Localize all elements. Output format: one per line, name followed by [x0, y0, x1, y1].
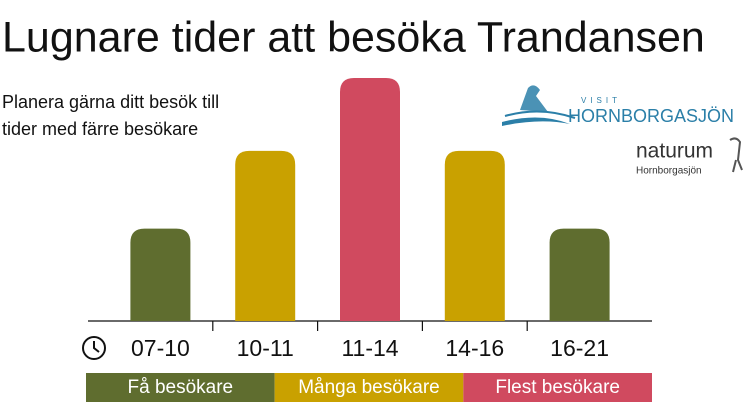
legend-label: Flest besökare — [495, 377, 620, 398]
logo-bird — [729, 137, 743, 173]
legend-swatch — [463, 373, 652, 402]
logo-text: VISIT — [581, 96, 621, 105]
clock-face — [82, 336, 106, 360]
bar — [549, 228, 610, 321]
x-tick-label: 11-14 — [341, 335, 398, 361]
clock-icon — [82, 336, 106, 360]
bar — [340, 78, 400, 321]
bar — [130, 228, 191, 321]
logo-text: HORNBORGASJÖN — [568, 106, 734, 126]
x-tick-label: 14-16 — [445, 335, 504, 361]
chart-title: Lugnare tider att besöka Trandansen — [2, 13, 705, 61]
clock-hands — [93, 341, 100, 353]
logo-wave — [502, 117, 570, 126]
logo-wave — [504, 110, 576, 119]
legend-label: Få besökare — [128, 377, 234, 398]
logo-naturum: naturum Hornborgasjön — [636, 137, 743, 177]
logo-text: naturum — [636, 140, 713, 163]
legend-swatch — [86, 373, 275, 402]
bar — [444, 150, 505, 321]
subtitle: Planera gärna ditt besök till — [2, 92, 219, 112]
x-tick-label: 07-10 — [131, 335, 190, 361]
bar — [235, 150, 296, 321]
x-tick-label: 16-21 — [550, 335, 609, 361]
logo-text: Hornborgasjön — [636, 166, 702, 177]
legend-label: Många besökare — [298, 377, 440, 398]
logo-bird — [520, 85, 548, 112]
subtitle: tider med färre besökare — [2, 119, 198, 139]
legend-swatch — [274, 373, 464, 402]
x-tick-label: 10-11 — [237, 335, 294, 361]
logo-visit: VISIT HORNBORGASJÖN — [502, 85, 734, 126]
